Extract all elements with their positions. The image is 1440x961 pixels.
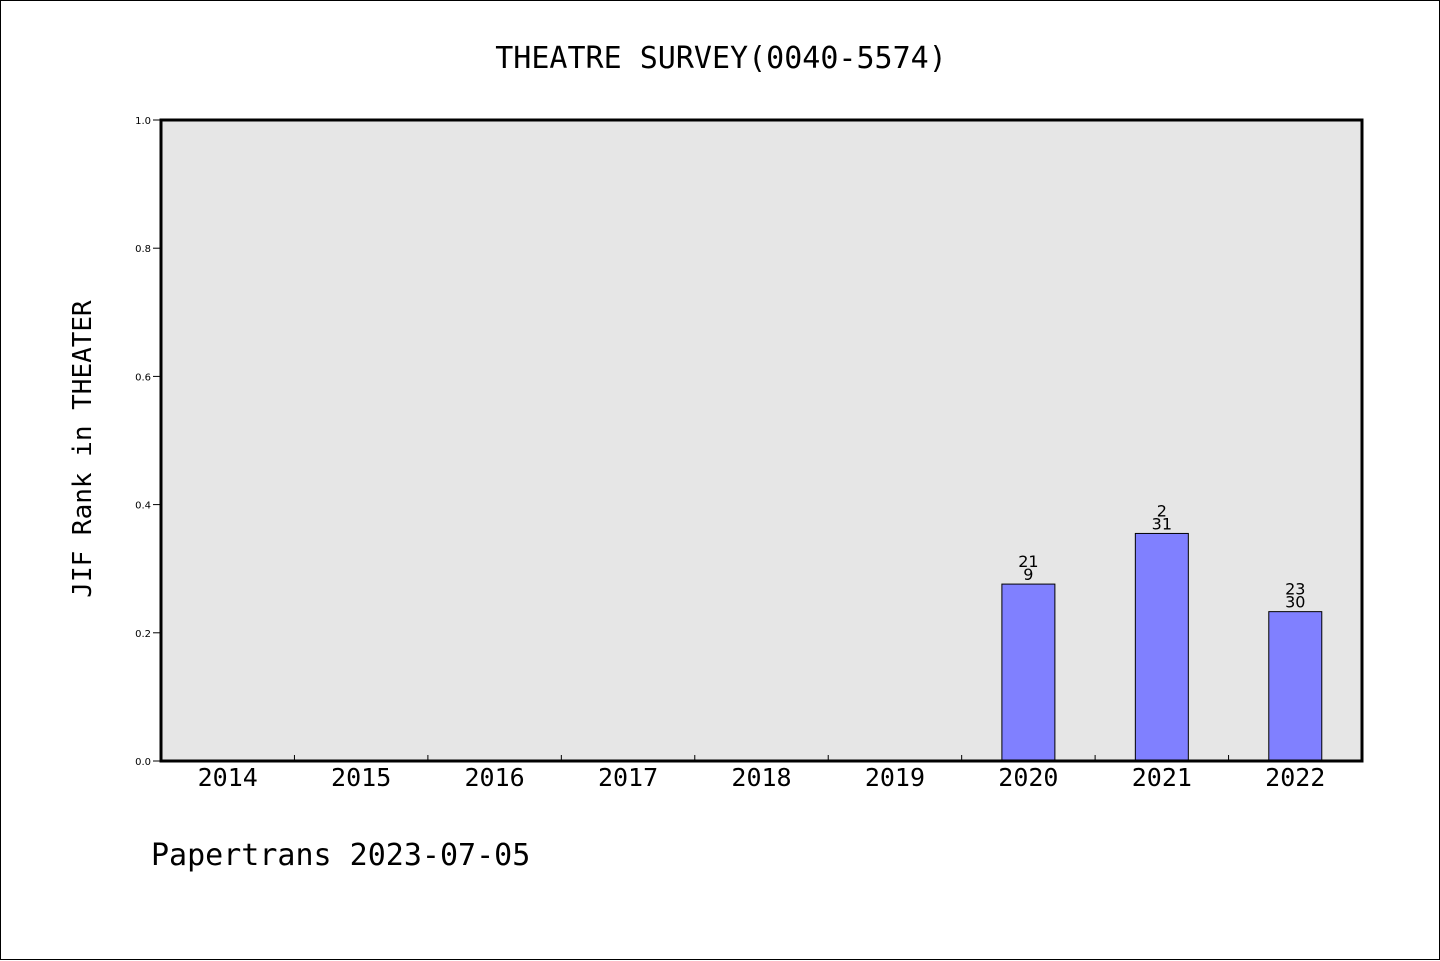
- x-tick-label: 2022: [1265, 763, 1325, 792]
- bar-label-top: 21: [1018, 552, 1038, 571]
- y-axis-label: JIF Rank in THEATER: [68, 300, 98, 598]
- bar-label-top: 23: [1285, 580, 1305, 599]
- bar-2020: [1001, 583, 1056, 762]
- y-tick-label: 0.2: [135, 629, 151, 640]
- bars-group: [1001, 532, 1323, 762]
- y-axis: 0.0 0.2 0.4 0.6 0.8 1.0: [135, 116, 161, 768]
- x-tick-label: 2016: [465, 763, 525, 792]
- chart-title: THEATRE SURVEY(0040-5574): [495, 41, 947, 76]
- y-tick-label: 0.4: [135, 501, 151, 512]
- x-axis: 2014 2015 2016 2017 2018 2019 2020 2021 2022: [198, 755, 1325, 792]
- x-tick-label: 2015: [331, 763, 391, 792]
- bar-2021: [1134, 532, 1189, 762]
- bar-label-top: 2: [1157, 501, 1167, 520]
- bar-label-bottom: 9: [1023, 565, 1033, 584]
- footer-text: Papertrans 2023-07-05: [151, 838, 530, 873]
- y-tick-label: 0.8: [135, 244, 151, 255]
- x-tick-label: 2019: [865, 763, 925, 792]
- x-tick-label: 2017: [598, 763, 658, 792]
- bar-label-bottom: 30: [1285, 593, 1305, 612]
- plot-border: [159, 118, 1364, 763]
- x-tick-label: 2021: [1132, 763, 1192, 792]
- bar-label-bottom: 31: [1152, 514, 1172, 533]
- y-tick-label: 0.0: [135, 757, 151, 768]
- bar-2022: [1268, 611, 1323, 762]
- y-tick-label: 0.6: [135, 372, 151, 383]
- x-tick-label: 2020: [998, 763, 1058, 792]
- x-tick-label: 2018: [731, 763, 791, 792]
- x-tick-label: 2014: [198, 763, 258, 792]
- y-tick-label: 1.0: [135, 116, 151, 127]
